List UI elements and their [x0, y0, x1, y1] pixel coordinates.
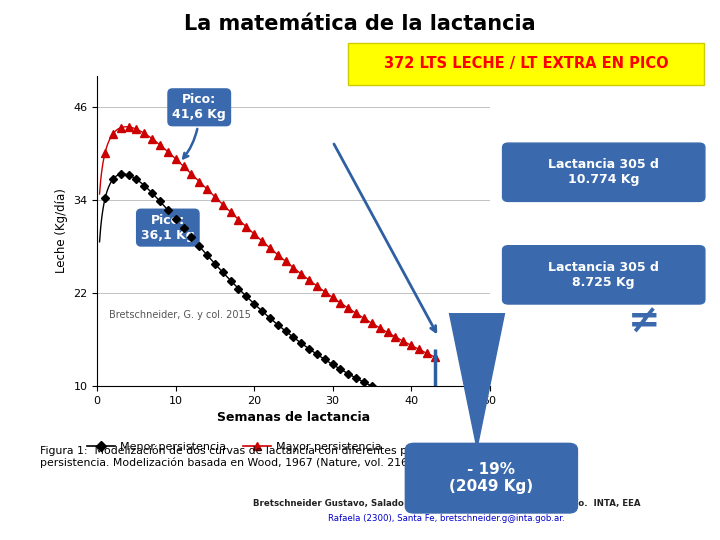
Text: Rafaela (2300), Santa Fe, bretschneider.g@inta.gob.ar.: Rafaela (2300), Santa Fe, bretschneider.…: [328, 514, 564, 523]
Text: Lactancia 305 d
8.725 Kg: Lactancia 305 d 8.725 Kg: [549, 261, 659, 289]
Polygon shape: [449, 313, 505, 448]
Y-axis label: Leche (Kg/día): Leche (Kg/día): [55, 188, 68, 273]
Text: Bretschneider, G. y col. 2015: Bretschneider, G. y col. 2015: [109, 310, 251, 320]
Text: 372 LTS LECHE / LT EXTRA EN PICO: 372 LTS LECHE / LT EXTRA EN PICO: [384, 56, 668, 71]
Text: Figura 1:  Modelización de dos curvas de lactancia con diferentes pico de produc: Figura 1: Modelización de dos curvas de …: [40, 446, 513, 468]
Legend: Menor persistencia, Mayor persistencia: Menor persistencia, Mayor persistencia: [83, 438, 387, 457]
Text: Lactancia 305 d
10.774 Kg: Lactancia 305 d 10.774 Kg: [549, 158, 659, 186]
Text: ≠: ≠: [628, 302, 661, 340]
X-axis label: Semanas de lactancia: Semanas de lactancia: [217, 411, 370, 424]
Text: - 19%
(2049 Kg): - 19% (2049 Kg): [449, 462, 534, 495]
Text: Pico:
36,1 Kg: Pico: 36,1 Kg: [141, 214, 194, 241]
Text: Bretschneider Gustavo, Salado Eloy, Cuatrin Alejandra y Arias Darío.  INTA, EEA: Bretschneider Gustavo, Salado Eloy, Cuat…: [253, 500, 640, 509]
Text: La matemática de la lactancia: La matemática de la lactancia: [184, 14, 536, 33]
Text: Pico:
41,6 Kg: Pico: 41,6 Kg: [172, 93, 226, 158]
